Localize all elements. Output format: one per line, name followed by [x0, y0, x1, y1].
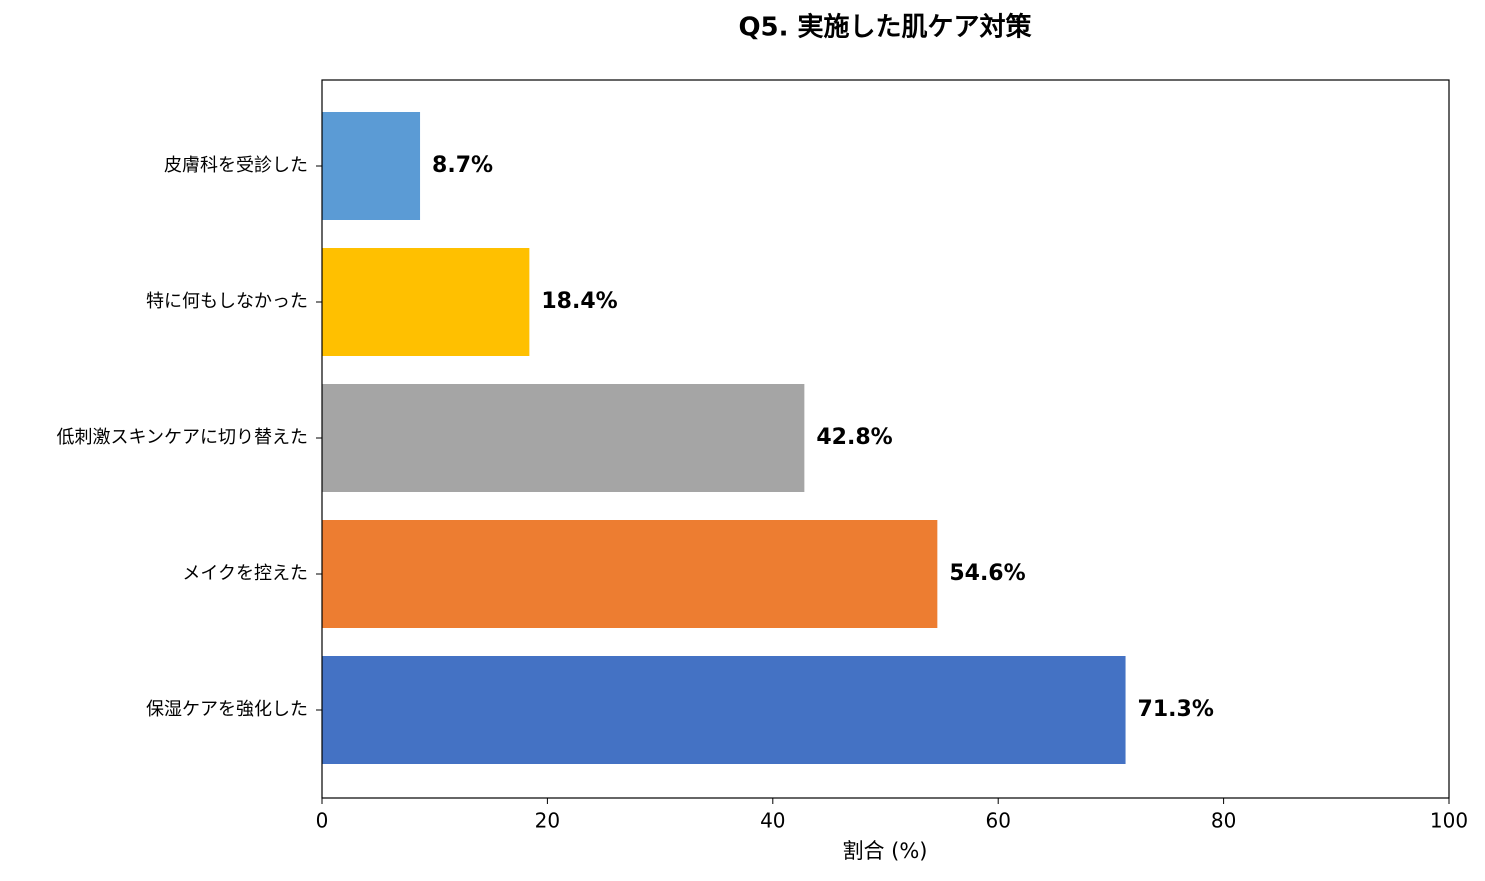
plot-frame [321, 79, 1450, 799]
y-tick-label: メイクを控えた [182, 563, 308, 584]
value-label: 18.4% [541, 289, 617, 314]
x-tick-label: 40 [760, 809, 785, 833]
x-tick-label: 80 [1211, 809, 1236, 833]
x-tick-label: 100 [1430, 809, 1468, 833]
x-tick-label: 60 [985, 809, 1010, 833]
y-tick-label: 特に何もしなかった [146, 291, 308, 312]
x-tick-label: 0 [316, 809, 329, 833]
bar [322, 248, 530, 356]
bar [322, 112, 421, 220]
bar [322, 520, 938, 628]
value-label: 42.8% [816, 425, 892, 450]
x-axis-label: 割合 (%) [842, 839, 927, 863]
bar [322, 384, 805, 492]
value-label: 54.6% [949, 561, 1025, 586]
y-tick-label: 低刺激スキンケアに切り替えた [57, 427, 308, 448]
value-label: 71.3% [1138, 697, 1214, 722]
x-tick-label: 20 [535, 809, 560, 833]
y-tick-label: 皮膚科を受診した [164, 155, 308, 176]
chart-title: Q5. 実施した肌ケア対策 [738, 12, 1031, 43]
y-tick-label: 保湿ケアを強化した [146, 699, 308, 720]
value-label: 8.7% [432, 153, 493, 178]
bar [322, 656, 1126, 764]
